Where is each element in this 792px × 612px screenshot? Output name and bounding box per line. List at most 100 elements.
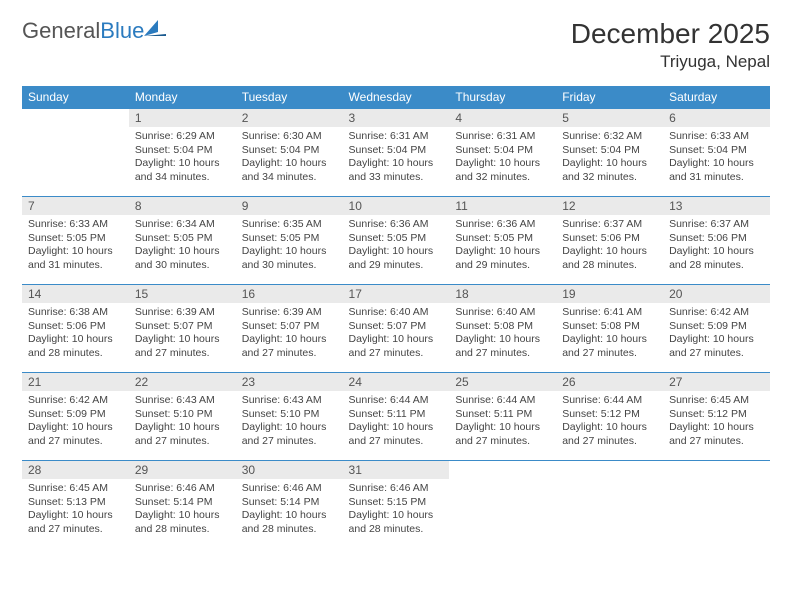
calendar-cell: 31Sunrise: 6:46 AMSunset: 5:15 PMDayligh… — [343, 460, 450, 548]
day-header: Tuesday — [236, 86, 343, 108]
calendar-cell: 22Sunrise: 6:43 AMSunset: 5:10 PMDayligh… — [129, 372, 236, 460]
day-number — [449, 460, 556, 479]
day-number: 11 — [449, 196, 556, 215]
logo-text-general: General — [22, 18, 100, 43]
day-number: 27 — [663, 372, 770, 391]
day-number: 16 — [236, 284, 343, 303]
day-details: Sunrise: 6:37 AMSunset: 5:06 PMDaylight:… — [556, 215, 663, 279]
day-details: Sunrise: 6:32 AMSunset: 5:04 PMDaylight:… — [556, 127, 663, 191]
day-number: 2 — [236, 108, 343, 127]
calendar-cell: 28Sunrise: 6:45 AMSunset: 5:13 PMDayligh… — [22, 460, 129, 548]
day-header: Friday — [556, 86, 663, 108]
day-header: Sunday — [22, 86, 129, 108]
calendar-cell: 23Sunrise: 6:43 AMSunset: 5:10 PMDayligh… — [236, 372, 343, 460]
day-details: Sunrise: 6:38 AMSunset: 5:06 PMDaylight:… — [22, 303, 129, 367]
day-number: 28 — [22, 460, 129, 479]
day-number: 5 — [556, 108, 663, 127]
calendar-row: 7Sunrise: 6:33 AMSunset: 5:05 PMDaylight… — [22, 196, 770, 284]
calendar-row: 21Sunrise: 6:42 AMSunset: 5:09 PMDayligh… — [22, 372, 770, 460]
day-number: 15 — [129, 284, 236, 303]
day-number: 1 — [129, 108, 236, 127]
day-header: Wednesday — [343, 86, 450, 108]
day-number: 18 — [449, 284, 556, 303]
day-details: Sunrise: 6:31 AMSunset: 5:04 PMDaylight:… — [343, 127, 450, 191]
day-details: Sunrise: 6:42 AMSunset: 5:09 PMDaylight:… — [22, 391, 129, 455]
day-number: 4 — [449, 108, 556, 127]
day-details: Sunrise: 6:39 AMSunset: 5:07 PMDaylight:… — [236, 303, 343, 367]
day-details: Sunrise: 6:44 AMSunset: 5:11 PMDaylight:… — [449, 391, 556, 455]
day-details: Sunrise: 6:46 AMSunset: 5:14 PMDaylight:… — [236, 479, 343, 543]
day-number: 3 — [343, 108, 450, 127]
day-number: 9 — [236, 196, 343, 215]
day-number: 21 — [22, 372, 129, 391]
day-details: Sunrise: 6:37 AMSunset: 5:06 PMDaylight:… — [663, 215, 770, 279]
calendar-cell: 21Sunrise: 6:42 AMSunset: 5:09 PMDayligh… — [22, 372, 129, 460]
day-number — [556, 460, 663, 479]
calendar-row: 28Sunrise: 6:45 AMSunset: 5:13 PMDayligh… — [22, 460, 770, 548]
day-details: Sunrise: 6:29 AMSunset: 5:04 PMDaylight:… — [129, 127, 236, 191]
calendar-cell: 2Sunrise: 6:30 AMSunset: 5:04 PMDaylight… — [236, 108, 343, 196]
calendar-cell: 30Sunrise: 6:46 AMSunset: 5:14 PMDayligh… — [236, 460, 343, 548]
day-number: 8 — [129, 196, 236, 215]
calendar-row: 1Sunrise: 6:29 AMSunset: 5:04 PMDaylight… — [22, 108, 770, 196]
day-number: 6 — [663, 108, 770, 127]
calendar-cell: 5Sunrise: 6:32 AMSunset: 5:04 PMDaylight… — [556, 108, 663, 196]
day-number: 31 — [343, 460, 450, 479]
calendar-cell: 27Sunrise: 6:45 AMSunset: 5:12 PMDayligh… — [663, 372, 770, 460]
calendar-cell — [22, 108, 129, 196]
day-details: Sunrise: 6:43 AMSunset: 5:10 PMDaylight:… — [129, 391, 236, 455]
day-details: Sunrise: 6:44 AMSunset: 5:11 PMDaylight:… — [343, 391, 450, 455]
calendar-cell: 11Sunrise: 6:36 AMSunset: 5:05 PMDayligh… — [449, 196, 556, 284]
calendar-cell: 24Sunrise: 6:44 AMSunset: 5:11 PMDayligh… — [343, 372, 450, 460]
day-details: Sunrise: 6:45 AMSunset: 5:13 PMDaylight:… — [22, 479, 129, 543]
logo-text: GeneralBlue — [22, 18, 144, 44]
day-details: Sunrise: 6:31 AMSunset: 5:04 PMDaylight:… — [449, 127, 556, 191]
day-number: 26 — [556, 372, 663, 391]
calendar-row: 14Sunrise: 6:38 AMSunset: 5:06 PMDayligh… — [22, 284, 770, 372]
calendar-cell: 8Sunrise: 6:34 AMSunset: 5:05 PMDaylight… — [129, 196, 236, 284]
day-number: 13 — [663, 196, 770, 215]
day-number: 17 — [343, 284, 450, 303]
day-details: Sunrise: 6:33 AMSunset: 5:05 PMDaylight:… — [22, 215, 129, 279]
day-details: Sunrise: 6:36 AMSunset: 5:05 PMDaylight:… — [449, 215, 556, 279]
logo-text-blue: Blue — [100, 18, 144, 43]
calendar-cell: 26Sunrise: 6:44 AMSunset: 5:12 PMDayligh… — [556, 372, 663, 460]
day-number: 12 — [556, 196, 663, 215]
day-details: Sunrise: 6:39 AMSunset: 5:07 PMDaylight:… — [129, 303, 236, 367]
location: Triyuga, Nepal — [571, 52, 770, 72]
calendar-cell: 17Sunrise: 6:40 AMSunset: 5:07 PMDayligh… — [343, 284, 450, 372]
day-details: Sunrise: 6:41 AMSunset: 5:08 PMDaylight:… — [556, 303, 663, 367]
calendar-cell: 7Sunrise: 6:33 AMSunset: 5:05 PMDaylight… — [22, 196, 129, 284]
calendar-cell: 10Sunrise: 6:36 AMSunset: 5:05 PMDayligh… — [343, 196, 450, 284]
calendar-cell: 4Sunrise: 6:31 AMSunset: 5:04 PMDaylight… — [449, 108, 556, 196]
calendar-cell: 3Sunrise: 6:31 AMSunset: 5:04 PMDaylight… — [343, 108, 450, 196]
calendar-table: SundayMondayTuesdayWednesdayThursdayFrid… — [22, 86, 770, 548]
day-details: Sunrise: 6:44 AMSunset: 5:12 PMDaylight:… — [556, 391, 663, 455]
day-header: Saturday — [663, 86, 770, 108]
calendar-cell: 25Sunrise: 6:44 AMSunset: 5:11 PMDayligh… — [449, 372, 556, 460]
day-details: Sunrise: 6:45 AMSunset: 5:12 PMDaylight:… — [663, 391, 770, 455]
calendar-cell — [556, 460, 663, 548]
calendar-cell — [663, 460, 770, 548]
day-number: 22 — [129, 372, 236, 391]
day-number: 23 — [236, 372, 343, 391]
day-number: 20 — [663, 284, 770, 303]
calendar-cell: 15Sunrise: 6:39 AMSunset: 5:07 PMDayligh… — [129, 284, 236, 372]
day-details: Sunrise: 6:46 AMSunset: 5:14 PMDaylight:… — [129, 479, 236, 543]
day-details: Sunrise: 6:34 AMSunset: 5:05 PMDaylight:… — [129, 215, 236, 279]
calendar-cell: 29Sunrise: 6:46 AMSunset: 5:14 PMDayligh… — [129, 460, 236, 548]
day-number — [663, 460, 770, 479]
calendar-cell: 14Sunrise: 6:38 AMSunset: 5:06 PMDayligh… — [22, 284, 129, 372]
day-details: Sunrise: 6:40 AMSunset: 5:08 PMDaylight:… — [449, 303, 556, 367]
page-header: GeneralBlue December 2025 Triyuga, Nepal — [22, 18, 770, 72]
month-title: December 2025 — [571, 18, 770, 50]
day-details: Sunrise: 6:42 AMSunset: 5:09 PMDaylight:… — [663, 303, 770, 367]
calendar-cell: 13Sunrise: 6:37 AMSunset: 5:06 PMDayligh… — [663, 196, 770, 284]
calendar-cell: 6Sunrise: 6:33 AMSunset: 5:04 PMDaylight… — [663, 108, 770, 196]
calendar-body: 1Sunrise: 6:29 AMSunset: 5:04 PMDaylight… — [22, 108, 770, 548]
sail-icon — [144, 20, 166, 36]
day-number: 29 — [129, 460, 236, 479]
day-details: Sunrise: 6:30 AMSunset: 5:04 PMDaylight:… — [236, 127, 343, 191]
day-details: Sunrise: 6:46 AMSunset: 5:15 PMDaylight:… — [343, 479, 450, 543]
calendar-cell — [449, 460, 556, 548]
